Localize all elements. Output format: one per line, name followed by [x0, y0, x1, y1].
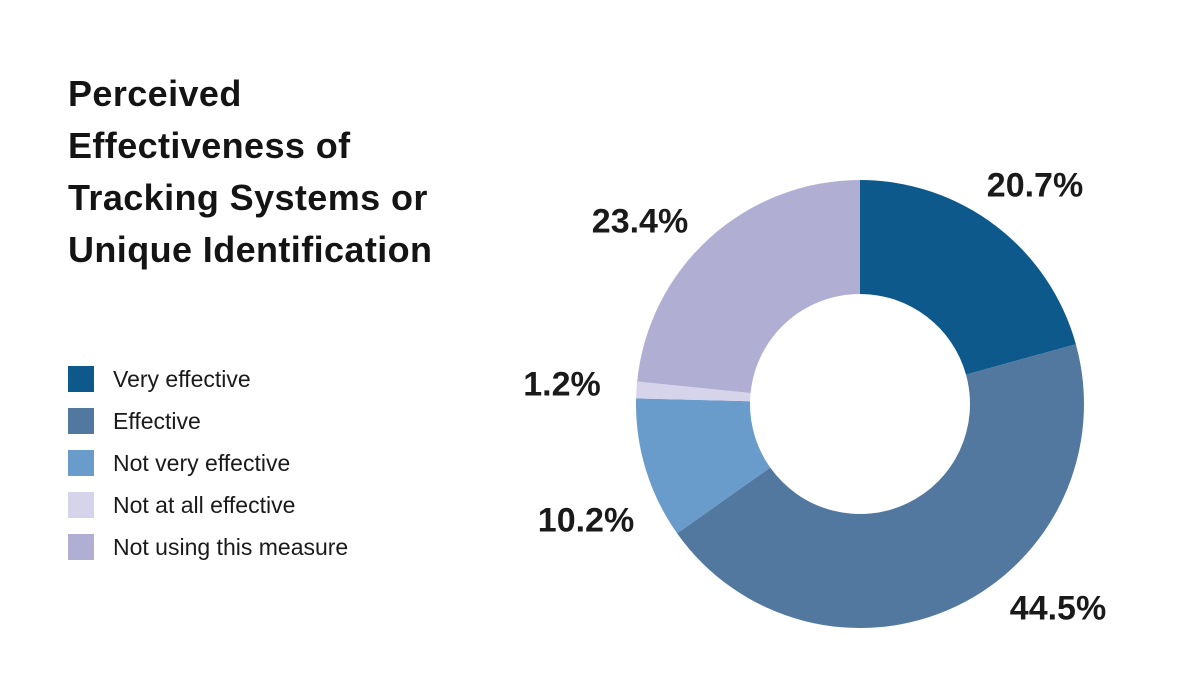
legend-item-effective: Effective	[68, 408, 348, 434]
chart-title-line: Perceived	[68, 73, 242, 114]
donut-chart	[636, 180, 1084, 628]
slice-percent-label-not-using-this-measure: 23.4%	[591, 202, 689, 241]
legend-item-not-at-all-effective: Not at all effective	[68, 492, 348, 518]
chart-legend: Very effective Effective Not very effectiv…	[68, 366, 348, 576]
legend-item-not-using-this-measure: Not using this measure	[68, 534, 348, 560]
legend-item-very-effective: Very effective	[68, 366, 348, 392]
legend-swatch	[68, 492, 94, 518]
donut-slice-effective	[677, 344, 1084, 628]
legend-swatch	[68, 450, 94, 476]
slice-percent-label-not-at-all-effective: 1.2%	[523, 365, 601, 404]
donut-slice-not-at-all-effective	[636, 381, 751, 402]
donut-slice-not-very-effective	[636, 398, 771, 534]
legend-label: Not very effective	[113, 449, 291, 476]
chart-title-line: Unique Identification	[68, 229, 433, 270]
legend-label: Effective	[113, 407, 201, 434]
chart-title-line: Effectiveness of	[68, 125, 351, 166]
slice-percent-label-effective: 44.5%	[1009, 589, 1107, 628]
legend-swatch	[68, 408, 94, 434]
donut-slice-not-using-this-measure	[637, 180, 860, 393]
legend-label: Not at all effective	[113, 491, 296, 518]
chart-title-line: Tracking Systems or	[68, 177, 428, 218]
legend-item-not-very-effective: Not very effective	[68, 450, 348, 476]
legend-swatch	[68, 534, 94, 560]
slice-percent-label-not-very-effective: 10.2%	[537, 501, 635, 540]
donut-slice-very-effective	[860, 180, 1076, 375]
slice-percent-label-very-effective: 20.7%	[986, 166, 1084, 205]
legend-label: Not using this measure	[113, 533, 349, 560]
legend-label: Very effective	[113, 365, 251, 392]
chart-title: Perceived Effectiveness of Tracking Syst…	[68, 68, 538, 276]
legend-swatch	[68, 366, 94, 392]
